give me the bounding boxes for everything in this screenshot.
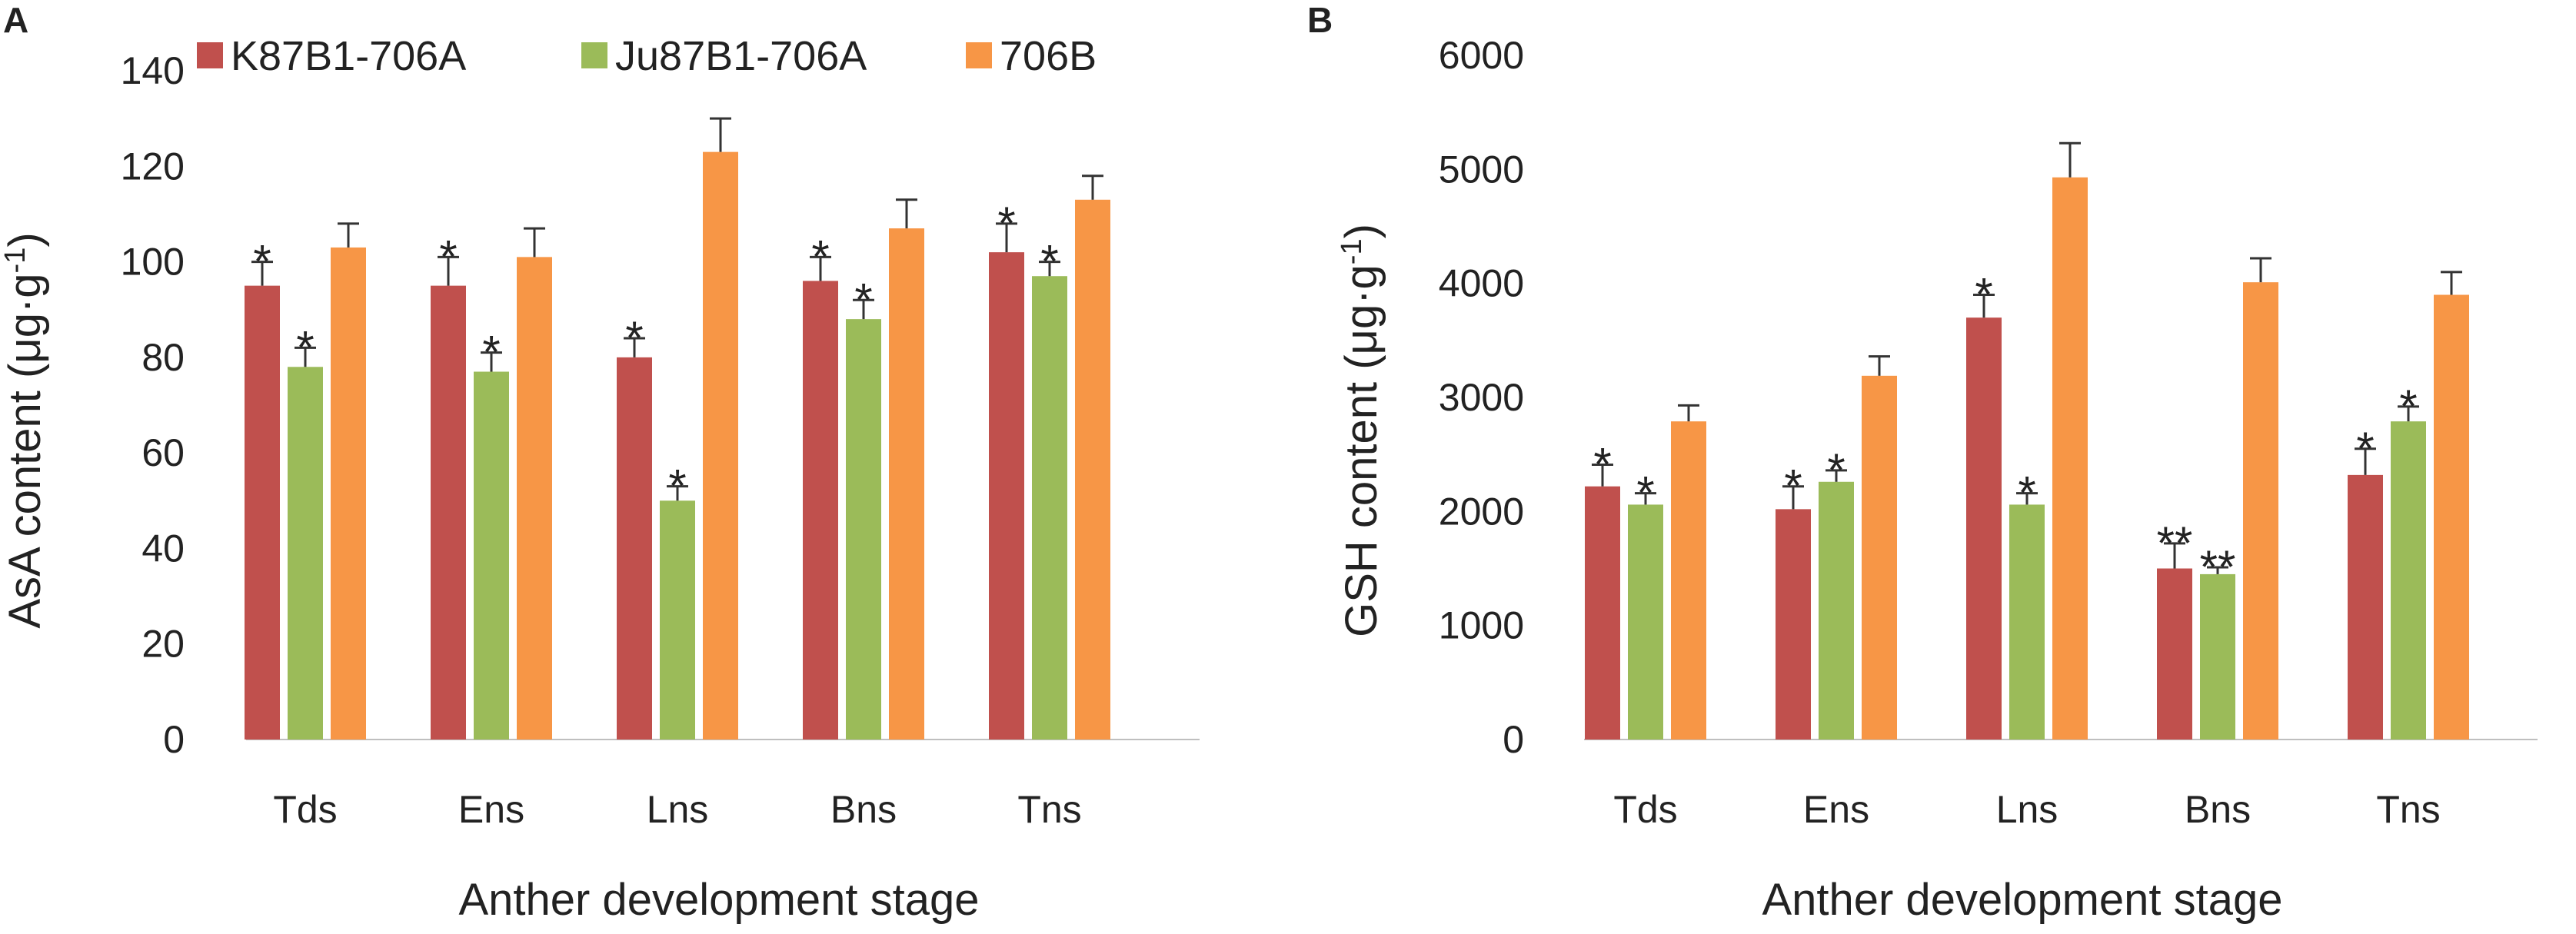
y-tick-label: 2000: [1439, 490, 1524, 533]
y-tick-label: 100: [121, 241, 185, 284]
legend-label-k87b1: K87B1-706A: [231, 33, 466, 79]
x-axis-title-b: Anther development stage: [1762, 875, 2282, 925]
bar: [1075, 199, 1110, 740]
bar: [617, 357, 652, 740]
bar: [331, 247, 366, 740]
bar: [517, 257, 552, 740]
plot-area-a: 0 20 40 60 80 100 120 140 Tds * * Ens * * Lns * * Bns * * Tn…: [121, 49, 1200, 831]
bar: [2009, 504, 2045, 740]
bar: [803, 281, 838, 740]
significance-mark: *: [2356, 423, 2374, 474]
bar: [1776, 509, 1811, 740]
y-tick-label: 6000: [1439, 34, 1524, 77]
y-tick-label: 5000: [1439, 148, 1524, 191]
significance-mark: *: [854, 274, 872, 325]
significance-mark: *: [482, 327, 500, 378]
x-tick-label: Lns: [1996, 788, 2058, 831]
bar: [2243, 282, 2278, 740]
y-tick-label: 140: [121, 49, 185, 92]
significance-mark: *: [253, 236, 271, 288]
x-tick-label: Bns: [2185, 788, 2251, 831]
y-tick-label: 120: [121, 145, 185, 188]
bar: [1862, 375, 1897, 740]
y-tick-label: 1000: [1439, 604, 1524, 647]
legend-swatch-706b: [966, 42, 992, 68]
x-tick-label: Tns: [2376, 788, 2440, 831]
y-axis-title-a: AsA content (μg·g-1): [0, 232, 50, 628]
significance-mark: **: [2200, 541, 2236, 593]
bar: [2348, 474, 2383, 740]
significance-mark: *: [997, 198, 1015, 249]
bar: [1966, 317, 2002, 740]
panel-a-chart: A K87B1-706A Ju87B1-706A 706B AsA conten…: [0, 0, 1200, 925]
y-tick-label: 20: [141, 623, 185, 666]
bar: [989, 252, 1024, 740]
bar: [1819, 481, 1854, 740]
legend-swatch-ju87b1: [581, 42, 607, 68]
bar: [431, 285, 466, 740]
y-tick-label: 60: [141, 431, 185, 474]
bar: [703, 151, 738, 740]
y-tick-label: 0: [1503, 718, 1524, 761]
bar: [889, 228, 924, 740]
significance-mark: *: [296, 321, 314, 373]
significance-mark: *: [1040, 236, 1058, 288]
bar: [2391, 421, 2426, 740]
bar: [2434, 294, 2469, 740]
significance-mark: *: [2018, 467, 2035, 519]
panel-b-chart: B GSH content (μg·g-1) Anther developmen…: [1307, 0, 2538, 925]
legend-label-706b: 706B: [1000, 33, 1097, 79]
y-tick-label: 40: [141, 527, 185, 570]
significance-mark: *: [1975, 269, 1992, 321]
bar: [2200, 573, 2235, 740]
significance-mark: *: [1636, 467, 1654, 519]
bar: [660, 500, 695, 740]
y-tick-label: 3000: [1439, 376, 1524, 419]
bar: [245, 285, 280, 740]
legend: K87B1-706A Ju87B1-706A 706B: [197, 33, 1097, 79]
x-tick-label: Lns: [647, 788, 709, 831]
significance-mark: *: [1784, 460, 1802, 512]
x-tick-label: Tds: [273, 788, 337, 831]
bar: [1032, 276, 1067, 740]
bar: [1628, 504, 1663, 740]
bar: [2157, 568, 2192, 740]
x-tick-label: Tns: [1017, 788, 1081, 831]
bar: [474, 371, 509, 740]
x-tick-label: Ens: [1803, 788, 1869, 831]
bar: [1671, 421, 1706, 740]
significance-mark: *: [2399, 381, 2417, 432]
panel-b-label: B: [1307, 0, 1333, 40]
y-tick-label: 4000: [1439, 262, 1524, 305]
bar: [288, 367, 323, 740]
significance-mark: *: [668, 460, 686, 512]
legend-swatch-k87b1: [197, 42, 223, 68]
x-tick-label: Bns: [830, 788, 897, 831]
significance-mark: *: [439, 231, 457, 282]
significance-mark: *: [811, 231, 829, 282]
bar: [1585, 486, 1620, 740]
significance-mark: **: [2157, 517, 2193, 569]
x-tick-label: Tds: [1613, 788, 1677, 831]
significance-mark: *: [1593, 439, 1611, 490]
significance-mark: *: [1827, 444, 1845, 496]
significance-mark: *: [625, 312, 643, 364]
legend-label-ju87b1: Ju87B1-706A: [615, 33, 867, 79]
panel-a-label: A: [3, 0, 28, 40]
y-axis-title-b: GSH content (μg·g-1): [1336, 224, 1386, 637]
x-axis-title-a: Anther development stage: [458, 875, 979, 925]
y-tick-label: 0: [163, 718, 185, 761]
x-tick-label: Ens: [458, 788, 524, 831]
bar: [2052, 177, 2088, 740]
y-tick-label: 80: [141, 336, 185, 379]
bar: [846, 319, 881, 740]
